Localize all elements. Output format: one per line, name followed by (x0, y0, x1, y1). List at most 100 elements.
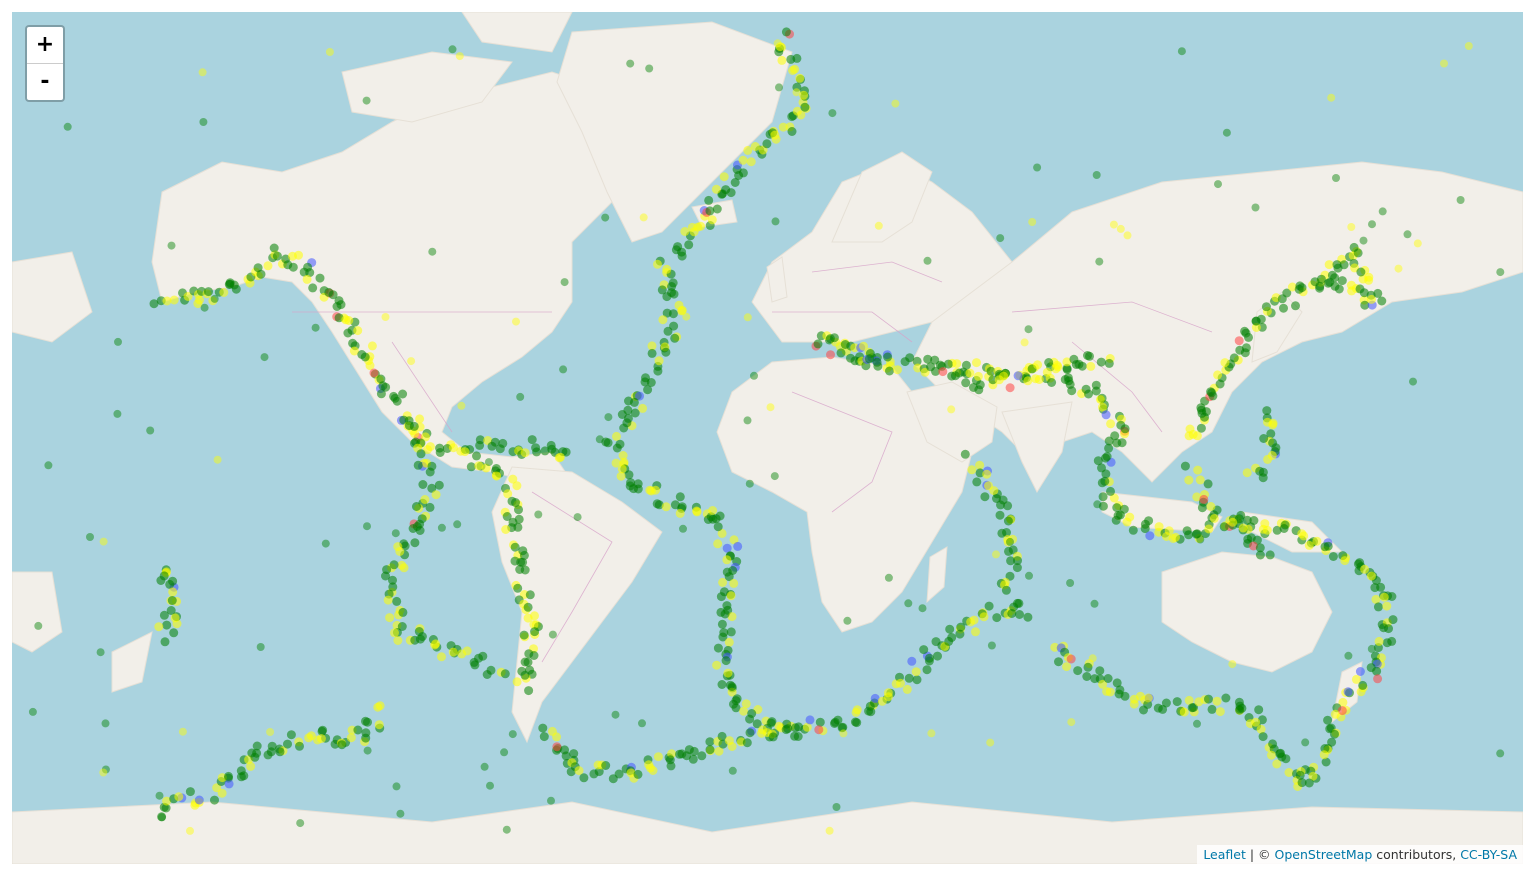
earthquake-marker (569, 749, 579, 759)
earthquake-marker (512, 481, 522, 491)
earthquake-marker (999, 371, 1009, 381)
earthquake-marker (612, 443, 622, 453)
earthquake-marker (318, 725, 328, 735)
earthquake-marker (367, 341, 377, 351)
earthquake-marker (353, 326, 363, 336)
openstreetmap-link[interactable]: OpenStreetMap (1274, 847, 1373, 862)
earthquake-marker (1004, 546, 1013, 556)
earthquake-marker (1187, 703, 1197, 713)
earthquake-marker (618, 451, 628, 460)
earthquake-marker (956, 622, 966, 632)
earthquake-marker (717, 619, 727, 629)
earthquake-marker (1261, 302, 1271, 312)
earthquake-marker (766, 718, 776, 728)
earthquake-marker (1200, 412, 1209, 422)
earthquake-marker (1279, 524, 1289, 533)
earthquake-marker (1254, 705, 1264, 715)
earthquake-marker (961, 360, 971, 370)
earthquake-marker (1203, 479, 1213, 489)
earthquake-marker (325, 48, 334, 56)
zoom-in-button[interactable]: + (35, 32, 55, 57)
earthquake-marker (1332, 174, 1340, 182)
earthquake-marker (492, 471, 502, 481)
earthquake-marker (975, 380, 985, 390)
earthquake-marker (840, 340, 850, 349)
earthquake-markers (28, 27, 1505, 835)
earthquake-marker (1312, 536, 1322, 546)
earthquake-marker (219, 288, 229, 297)
license-link[interactable]: CC-BY-SA (1460, 847, 1517, 862)
earthquake-marker (1360, 564, 1370, 574)
earthquake-marker (1023, 376, 1033, 386)
earthquake-marker (1116, 224, 1125, 233)
earthquake-marker (1297, 283, 1307, 293)
earthquake-marker (713, 539, 723, 549)
earthquake-marker (1244, 332, 1253, 342)
earthquake-marker (63, 122, 72, 131)
earthquake-marker (267, 741, 277, 751)
earthquake-marker (1192, 431, 1202, 441)
earthquake-marker (1052, 360, 1062, 370)
earthquake-marker (830, 719, 839, 728)
earthquake-marker (1262, 406, 1272, 416)
earthquake-marker (1366, 663, 1376, 673)
earthquake-marker (979, 612, 989, 622)
earthquake-marker (1106, 486, 1115, 496)
earthquake-marker (481, 463, 491, 473)
earthquake-marker (902, 684, 912, 694)
earthquake-marker (961, 378, 971, 388)
earthquake-marker (407, 357, 416, 366)
earthquake-marker (1123, 231, 1132, 240)
earthquake-marker (409, 421, 419, 431)
earthquake-marker (727, 682, 737, 691)
earthquake-marker (639, 213, 648, 222)
earthquake-marker (837, 723, 847, 733)
earthquake-marker (708, 506, 718, 515)
earthquake-marker (560, 745, 570, 755)
earthquake-marker (302, 274, 312, 284)
earthquake-marker (1282, 288, 1292, 298)
earthquake-marker (523, 602, 533, 612)
earthquake-marker (638, 719, 646, 728)
earthquake-marker (1215, 707, 1225, 717)
earthquake-marker (1229, 353, 1239, 363)
earthquake-marker (275, 747, 285, 757)
zoom-out-button[interactable]: - (27, 63, 63, 100)
leaflet-link[interactable]: Leaflet (1203, 847, 1246, 862)
earthquake-marker (611, 458, 621, 468)
earthquake-marker (1304, 540, 1314, 550)
earthquake-marker (231, 284, 241, 294)
earthquake-marker (361, 728, 371, 738)
earthquake-marker (525, 590, 535, 600)
earthquake-marker (832, 803, 841, 811)
earthquake-marker (601, 761, 611, 770)
earthquake-marker (813, 339, 823, 349)
earthquake-marker (1112, 438, 1122, 448)
earthquake-marker (668, 278, 678, 288)
earthquake-marker (1262, 525, 1272, 535)
earthquake-marker (792, 88, 801, 97)
earthquake-marker (1100, 476, 1110, 486)
earthquake-marker (1343, 687, 1353, 697)
earthquake-marker (595, 435, 604, 444)
earthquake-marker (99, 537, 108, 546)
earthquake-marker (388, 575, 397, 585)
earthquake-marker (1256, 314, 1266, 324)
earthquake-marker (992, 613, 1002, 623)
earthquake-marker (34, 621, 43, 630)
map-canvas[interactable]: + - Leaflet | © OpenStreetMap contributo… (12, 12, 1523, 864)
earthquake-marker (1067, 718, 1076, 727)
earthquake-marker (538, 723, 548, 733)
earthquake-marker (1164, 526, 1174, 536)
earthquake-marker (376, 374, 386, 384)
earthquake-marker (1101, 410, 1111, 420)
earthquake-marker (1251, 717, 1261, 727)
earthquake-marker (1077, 361, 1087, 371)
earthquake-marker (944, 636, 954, 646)
earthquake-marker (724, 572, 734, 582)
earthquake-marker (1047, 378, 1057, 387)
earthquake-marker (617, 464, 627, 474)
earthquake-marker (1268, 739, 1278, 749)
earthquake-marker (183, 292, 193, 301)
earthquake-marker (731, 696, 741, 706)
